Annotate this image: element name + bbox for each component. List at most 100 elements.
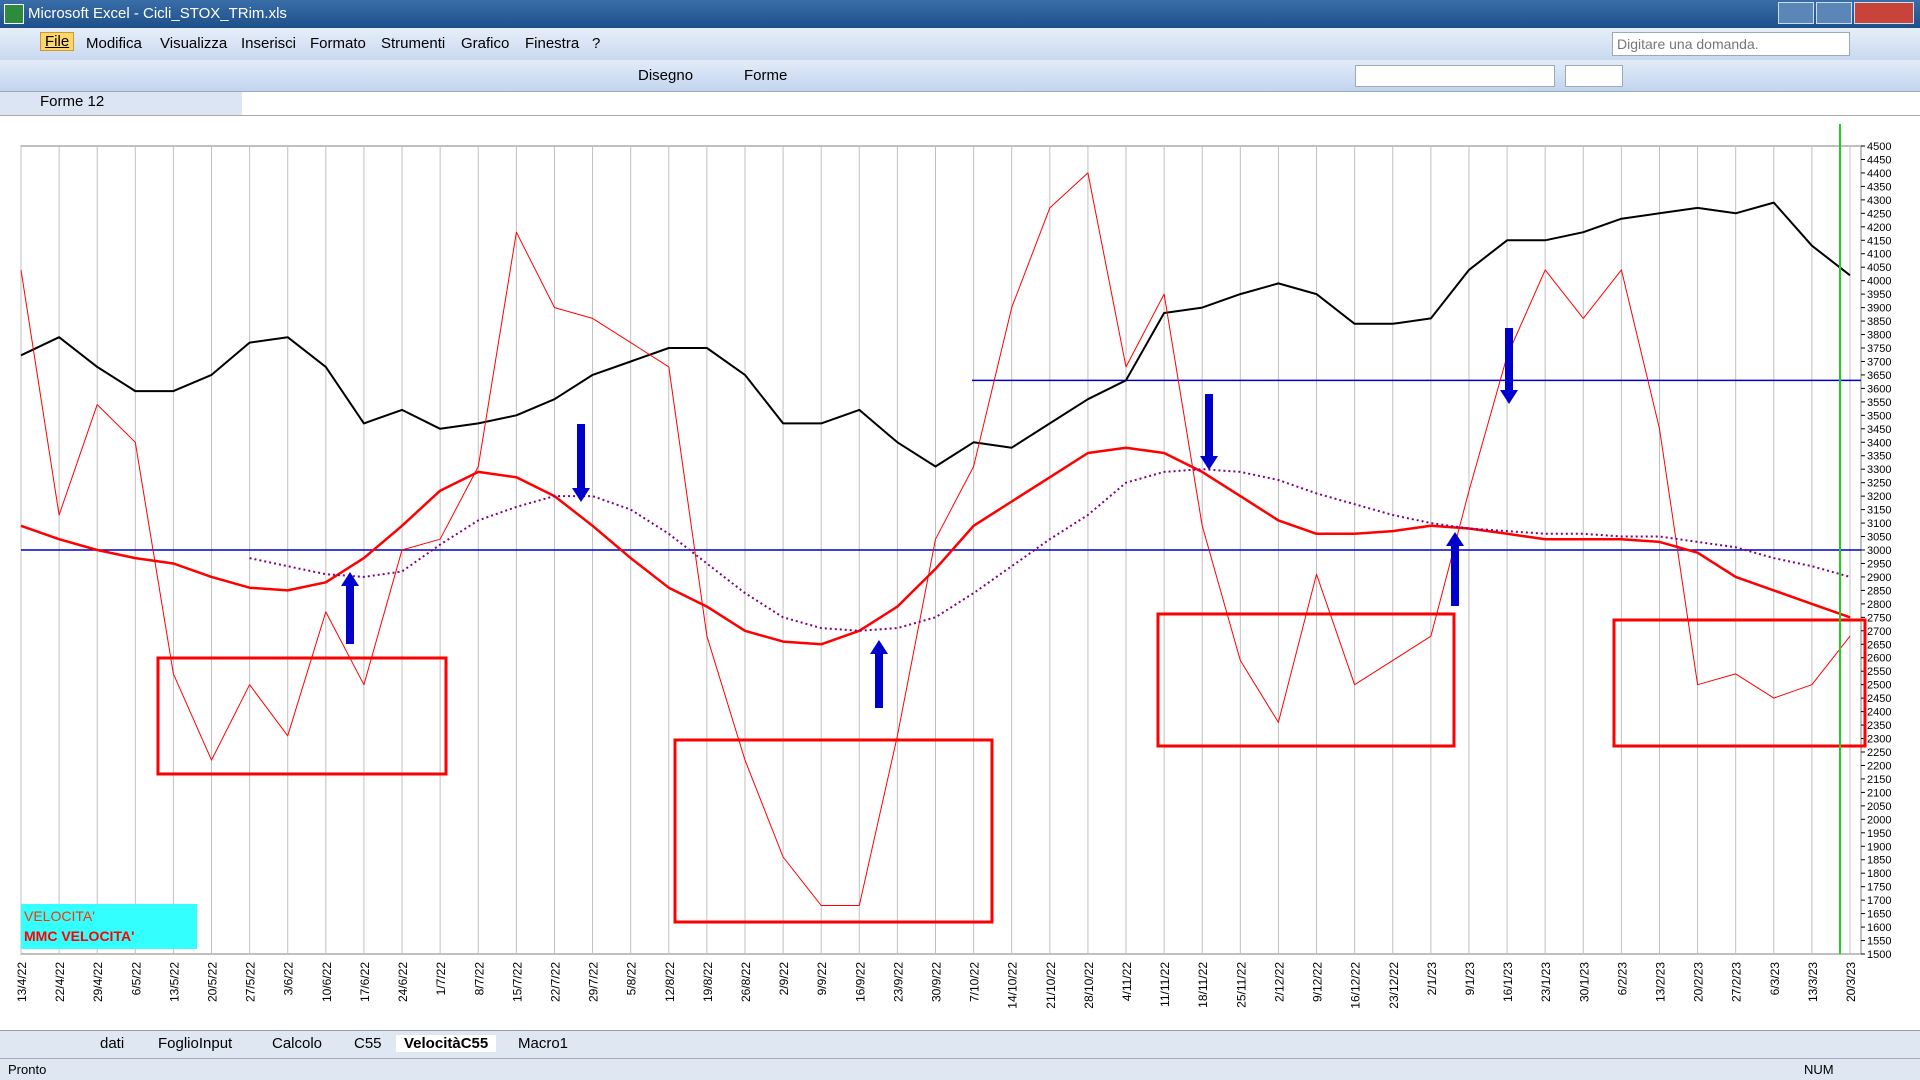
x-tick-label: 22/7/22 xyxy=(548,962,562,1002)
x-tick-label: 17/6/22 xyxy=(358,962,372,1002)
y-tick-label: 4450 xyxy=(1867,154,1891,166)
menu-item[interactable]: Finestra xyxy=(525,35,580,52)
sheet-tab[interactable]: dati xyxy=(100,1035,125,1052)
x-tick-label: 9/12/22 xyxy=(1311,962,1325,1002)
arrow xyxy=(870,640,888,708)
arrow xyxy=(1446,532,1464,606)
y-tick-label: 2500 xyxy=(1867,680,1891,692)
menu-item[interactable]: ? xyxy=(592,35,601,52)
draw-menu[interactable]: Disegno xyxy=(638,67,694,84)
sheet-tab[interactable]: C55 xyxy=(354,1035,382,1052)
y-tick-label: 2700 xyxy=(1867,626,1891,638)
legend-label: VELOCITA' xyxy=(24,908,95,924)
x-tick-label: 20/5/22 xyxy=(206,962,220,1002)
x-tick-label: 15/7/22 xyxy=(510,962,524,1002)
sheet-tabs: dati FoglioInput Calcolo C55 VelocitàC55 Macr… xyxy=(0,1030,1920,1058)
x-tick-label: 27/2/23 xyxy=(1730,962,1744,1002)
y-tick-label: 3050 xyxy=(1867,532,1891,544)
series-line xyxy=(20,446,1851,646)
y-tick-label: 3750 xyxy=(1867,343,1891,355)
y-tick-label: 2600 xyxy=(1867,653,1891,665)
menu-item[interactable]: Strumenti xyxy=(381,35,446,52)
highlight-box xyxy=(1612,618,1867,748)
y-tick-label: 3000 xyxy=(1867,545,1891,557)
x-tick-label: 16/9/22 xyxy=(853,962,867,1002)
menu-item[interactable]: Inserisci xyxy=(241,35,297,52)
y-tick-label: 3800 xyxy=(1867,330,1891,342)
y-tick-label: 3700 xyxy=(1867,356,1891,368)
y-tick-label: 2450 xyxy=(1867,693,1891,705)
x-tick-label: 23/9/22 xyxy=(891,962,905,1002)
y-tick-label: 2900 xyxy=(1867,572,1891,584)
x-tick-label: 5/8/22 xyxy=(625,962,639,996)
maximize-button[interactable] xyxy=(1816,2,1852,24)
y-tick-label: 3500 xyxy=(1867,410,1891,422)
y-tick-label: 2800 xyxy=(1867,599,1891,611)
y-tick-label: 1750 xyxy=(1867,882,1891,894)
y-tick-label: 3200 xyxy=(1867,491,1891,503)
arrow xyxy=(1200,394,1218,470)
y-tick-label: 1800 xyxy=(1867,868,1891,880)
shapes-menu[interactable]: Forme xyxy=(744,67,788,84)
x-tick-label: 13/3/23 xyxy=(1806,962,1820,1002)
highlight-box xyxy=(1156,612,1456,748)
x-tick-label: 4/11/22 xyxy=(1120,962,1134,1001)
arrow xyxy=(572,424,590,502)
highlight-box xyxy=(673,738,994,924)
help-box[interactable]: Digitare una domanda. xyxy=(1612,32,1850,56)
sheet-tab[interactable]: Macro1 xyxy=(518,1035,569,1052)
y-tick-label: 1900 xyxy=(1867,841,1891,853)
x-tick-label: 24/6/22 xyxy=(396,962,410,1002)
y-tick-label: 1850 xyxy=(1867,855,1891,867)
series-line xyxy=(20,172,1851,906)
menu-item[interactable]: Modifica xyxy=(86,35,142,52)
close-button[interactable] xyxy=(1854,2,1914,24)
status-bar: Pronto NUM xyxy=(0,1058,1920,1080)
y-tick-label: 3350 xyxy=(1867,451,1891,463)
y-tick-label: 3250 xyxy=(1867,478,1891,490)
y-tick-label: 1650 xyxy=(1867,909,1891,921)
series-line xyxy=(249,468,1851,632)
series-line xyxy=(20,201,1851,468)
x-tick-label: 6/5/22 xyxy=(129,962,143,996)
x-tick-label: 21/10/22 xyxy=(1044,962,1058,1009)
x-tick-label: 16/12/22 xyxy=(1349,962,1363,1009)
sheet-tab[interactable]: Calcolo xyxy=(272,1035,323,1052)
y-tick-label: 3100 xyxy=(1867,518,1891,530)
x-tick-label: 29/4/22 xyxy=(91,962,105,1002)
x-tick-label: 6/3/23 xyxy=(1768,962,1782,996)
y-tick-label: 2150 xyxy=(1867,774,1891,786)
font-box[interactable] xyxy=(1355,65,1555,87)
arrow xyxy=(1500,328,1518,404)
x-tick-label: 23/12/22 xyxy=(1387,962,1401,1009)
y-tick-label: 3600 xyxy=(1867,383,1891,395)
num-indicator: NUM xyxy=(1804,1062,1834,1077)
y-tick-label: 4350 xyxy=(1867,181,1891,193)
sheet-tab[interactable]: VelocitàC55 xyxy=(396,1035,497,1052)
y-tick-label: 4400 xyxy=(1867,168,1891,180)
menu-item[interactable]: Formato xyxy=(310,35,366,52)
name-box[interactable]: Forme 12 xyxy=(0,92,242,115)
menu-item[interactable]: Grafico xyxy=(461,35,510,52)
minimize-button[interactable] xyxy=(1778,2,1814,24)
y-tick-label: 3400 xyxy=(1867,437,1891,449)
sheet-tab[interactable]: FoglioInput xyxy=(158,1035,233,1052)
x-tick-label: 11/11/22 xyxy=(1158,962,1172,1007)
y-tick-label: 2300 xyxy=(1867,734,1891,746)
y-tick-label: 2000 xyxy=(1867,814,1891,826)
x-tick-label: 20/2/23 xyxy=(1692,962,1706,1002)
x-tick-label: 25/11/22 xyxy=(1234,962,1248,1008)
y-tick-label: 3950 xyxy=(1867,289,1891,301)
menu-item[interactable]: Visualizza xyxy=(160,35,228,52)
size-box[interactable] xyxy=(1565,65,1623,87)
y-tick-label: 1700 xyxy=(1867,895,1891,907)
y-tick-label: 3150 xyxy=(1867,505,1891,517)
x-tick-label: 12/8/22 xyxy=(663,962,677,1002)
y-tick-label: 2400 xyxy=(1867,707,1891,719)
menu-item[interactable]: File xyxy=(40,32,75,51)
y-tick-label: 1600 xyxy=(1867,922,1891,934)
y-tick-label: 1950 xyxy=(1867,828,1891,840)
x-tick-label: 2/9/22 xyxy=(777,962,791,996)
x-tick-label: 13/5/22 xyxy=(167,962,181,1002)
x-tick-label: 3/6/22 xyxy=(282,962,296,996)
